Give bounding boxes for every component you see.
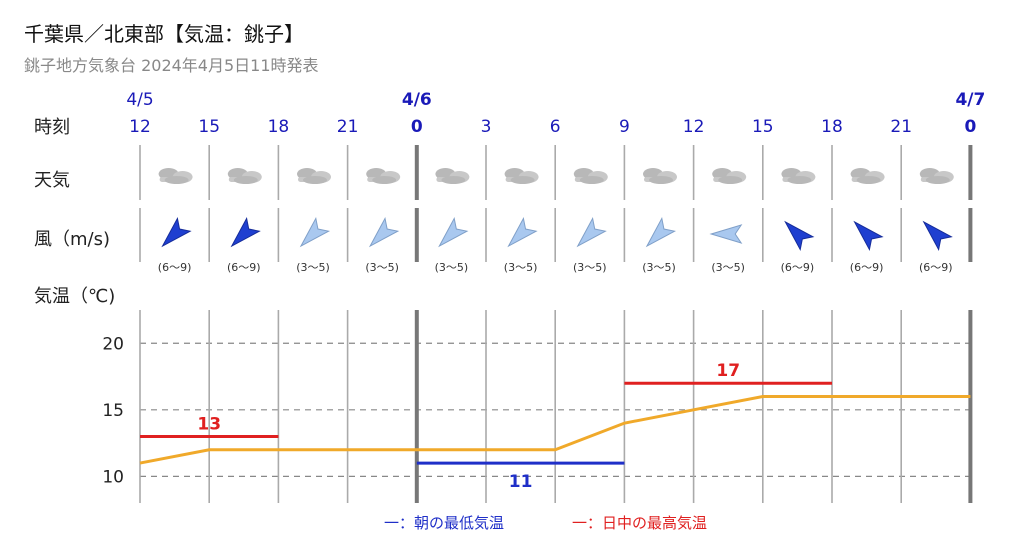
wind-arrow-icon [784, 220, 815, 252]
cloud-icon [366, 168, 401, 184]
date-label: 4/7 [955, 90, 985, 110]
hour-label: 18 [268, 117, 290, 137]
cloud-icon [712, 168, 747, 184]
wind-speed-label: (6～9) [850, 261, 884, 274]
wind-arrow-icon [438, 216, 469, 248]
wind-speed-label: (6～9) [158, 261, 192, 274]
wind-arrow-icon [853, 220, 884, 252]
wind-speed-label: (6～9) [781, 261, 815, 274]
wind-arrow-icon [709, 224, 743, 244]
wind-arrow-icon [576, 216, 607, 248]
max-temp-label: 13 [197, 414, 221, 434]
wind-speed-label: (6～9) [227, 261, 261, 274]
wind-speed-label: (3～5) [365, 261, 399, 274]
hour-label: 3 [481, 117, 492, 137]
min-temp-label: 11 [509, 472, 533, 492]
hour-label: 0 [411, 117, 423, 137]
wind-arrow-icon [230, 216, 261, 248]
hour-label: 12 [129, 117, 151, 137]
temp-line [139, 395, 971, 465]
hour-label: 21 [337, 117, 359, 137]
wind-speed-label: (3～5) [642, 261, 676, 274]
cloud-icon [850, 168, 885, 184]
row-label-weather: 天気 [34, 170, 70, 191]
y-tick-label: 15 [102, 401, 124, 421]
hour-label: 15 [752, 117, 774, 137]
wind-speed-label: (3～5) [435, 261, 469, 274]
cloud-icon [435, 168, 470, 184]
wind-arrow-icon [299, 216, 331, 248]
y-tick-label: 10 [102, 467, 124, 487]
row-label-temp: 気温（℃) [34, 286, 115, 307]
cloud-icon [504, 168, 539, 184]
wind-arrow-icon [161, 216, 192, 248]
cloud-icon [781, 168, 816, 184]
row-label-time: 時刻 [34, 117, 70, 138]
hour-label: 18 [821, 117, 843, 137]
y-tick-label: 20 [102, 334, 124, 354]
hour-label: 0 [964, 117, 976, 137]
cloud-icon [297, 168, 331, 184]
cloud-icon [158, 168, 193, 184]
wind-speed-label: (3～5) [573, 261, 607, 274]
hour-label: 9 [619, 117, 630, 137]
page-subtitle: 銚子地方気象台 2024年4月5日11時発表 [24, 56, 319, 75]
cloud-icon [643, 168, 677, 184]
legend-min-temp: 一：朝の最低気温 [384, 514, 504, 532]
wind-speed-label: (3～5) [504, 261, 538, 274]
hour-label: 15 [198, 117, 220, 137]
wind-arrow-icon [507, 216, 538, 248]
page-title: 千葉県／北東部【気温：銚子】 [24, 22, 304, 46]
hour-label: 21 [890, 117, 912, 137]
hour-label: 6 [550, 117, 561, 137]
max-temp-label: 17 [716, 361, 740, 381]
cloud-icon [573, 168, 608, 184]
hour-label: 12 [683, 117, 705, 137]
row-label-wind: 風（m/s) [34, 229, 110, 250]
legend-max-temp: 一：日中の最高気温 [572, 514, 707, 532]
wind-speed-label: (3～5) [296, 261, 330, 274]
date-label: 4/5 [126, 90, 153, 110]
wind-speed-label: (6～9) [919, 261, 953, 274]
cloud-icon [919, 168, 954, 184]
date-label: 4/6 [402, 90, 432, 110]
wind-speed-label: (3～5) [711, 261, 745, 274]
wind-arrow-icon [368, 216, 400, 248]
wind-arrow-icon [645, 216, 677, 248]
cloud-icon [227, 168, 262, 184]
wind-arrow-icon [922, 220, 953, 252]
